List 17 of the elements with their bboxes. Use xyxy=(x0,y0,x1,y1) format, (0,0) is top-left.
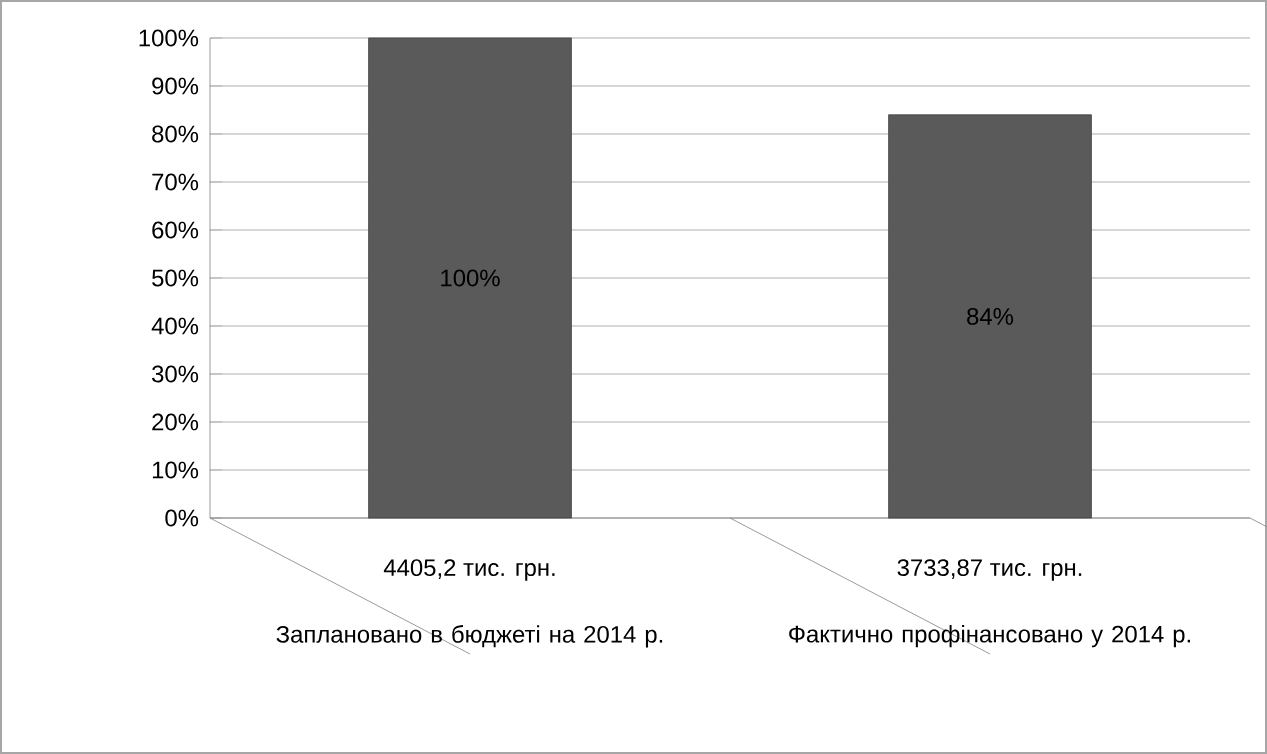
data-label: 84% xyxy=(967,307,1014,325)
text: 3733,87 тис. грн. xyxy=(897,559,1082,581)
y-tick-label: 30% xyxy=(152,365,199,383)
data-label: 100% xyxy=(441,269,500,287)
y-tick-label: 60% xyxy=(152,221,199,239)
y-tick-label: 90% xyxy=(152,77,199,95)
y-tick-label: 50% xyxy=(152,269,199,287)
x-tick-label: Фактично профінансовано у 2014 р. xyxy=(789,625,1190,648)
y-tick-label: 0% xyxy=(165,509,199,527)
y-tick-label: 40% xyxy=(151,317,199,335)
y-tick-label: 80% xyxy=(152,125,199,143)
text: 4405,2 тис. грн. xyxy=(383,559,555,581)
y-tick-label: 20% xyxy=(152,413,199,431)
y-tick-label: 70% xyxy=(152,173,199,191)
x-tick-label: Заплановано в бюджеті на 2014 р. xyxy=(276,625,663,648)
y-tick-label: 10% xyxy=(152,461,199,479)
y-tick-label: 100% xyxy=(139,29,199,47)
